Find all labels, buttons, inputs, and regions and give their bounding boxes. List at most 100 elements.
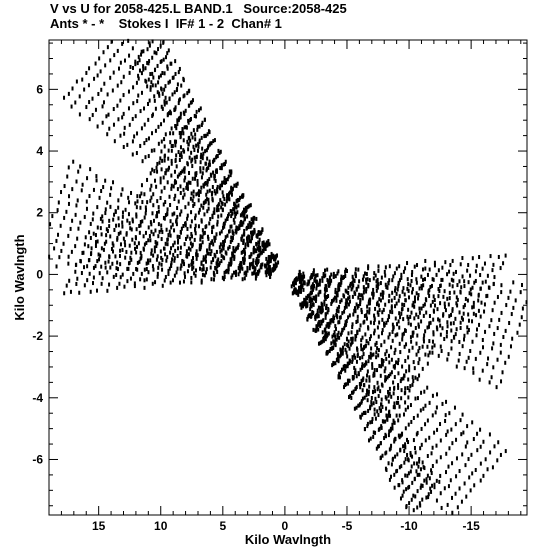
uv-point [404,298,407,303]
uv-point [197,210,200,215]
uv-point [220,163,223,168]
uv-point [178,131,181,136]
uv-point [374,389,377,394]
uv-point [399,379,402,384]
uv-point [251,271,254,276]
uv-point [408,484,411,489]
uv-point [441,277,444,282]
uv-point [402,269,405,274]
uv-point [191,244,194,249]
uv-point [119,230,122,235]
uv-point [108,224,111,229]
uv-point [384,466,387,471]
uv-point [360,347,363,352]
uv-point [164,132,167,137]
uv-point [232,217,235,222]
uv-point [249,239,252,244]
uv-point [147,136,150,141]
uv-point [205,197,208,202]
uv-point [417,315,420,320]
uv-point [170,144,173,149]
uv-point [376,325,379,330]
uv-point [400,272,403,277]
uv-point [179,190,182,195]
uv-point [248,203,251,208]
uv-point [216,184,219,189]
uv-point [451,510,454,515]
uv-point [390,304,393,309]
uv-point [220,253,223,258]
uv-point [357,284,360,289]
uv-point [365,271,368,276]
uv-point [230,170,233,175]
uv-point [382,358,385,363]
uv-point [143,122,146,127]
uv-point [208,130,211,135]
uv-point [472,437,475,442]
uv-point [189,138,192,143]
uv-point [316,273,319,278]
uv-point [126,279,129,284]
uv-point [388,293,391,298]
uv-point [401,337,404,342]
uv-point [426,418,429,423]
uv-point [185,251,188,256]
uv-point [334,290,337,295]
x-tick-labels: 15 10 5 0 -5 -10 -15 [92,519,480,533]
uv-point [413,461,416,466]
uv-point [333,340,336,345]
uv-point [257,244,260,249]
uv-point [222,180,225,185]
uv-point [422,313,425,318]
uv-point [451,495,454,500]
uv-point [453,405,456,410]
uv-point [194,228,197,233]
uv-point [239,223,242,228]
uv-point [192,265,195,270]
uv-point [95,240,98,245]
uv-point [431,350,434,355]
uv-point [484,329,487,334]
uv-point [187,142,190,147]
uv-point [418,357,421,362]
uv-point [246,238,249,243]
uv-point [187,120,190,125]
uv-point [363,313,366,318]
uv-point [458,310,461,315]
uv-point [157,124,160,129]
uv-point [394,454,397,459]
uv-point [384,395,387,400]
uv-point [132,271,135,276]
uv-point [432,309,435,314]
uv-point [259,247,262,252]
uv-point [121,210,124,215]
uv-point [180,154,183,159]
uv-point [379,373,382,378]
uv-point [104,265,107,270]
uv-point [367,438,370,443]
uv-point [392,380,395,385]
uv-point [69,289,72,294]
uv-point [252,247,255,252]
uv-point [153,249,156,254]
uv-point [393,351,396,356]
uv-point [387,393,390,398]
uv-point [439,438,442,443]
uv-point [430,283,433,288]
uv-point [394,316,397,321]
uv-point [350,395,353,400]
uv-point [400,396,403,401]
uv-point [202,184,205,189]
uv-point [450,312,453,317]
uv-point [333,330,336,335]
uv-point [150,80,153,85]
uv-point [347,344,350,349]
uv-point [128,53,131,58]
uv-point [205,192,208,197]
uv-point [332,298,335,303]
uv-point [416,377,419,382]
uv-point [415,291,418,296]
uv-point [402,444,405,449]
uv-point [382,419,385,424]
uv-point [516,330,519,335]
